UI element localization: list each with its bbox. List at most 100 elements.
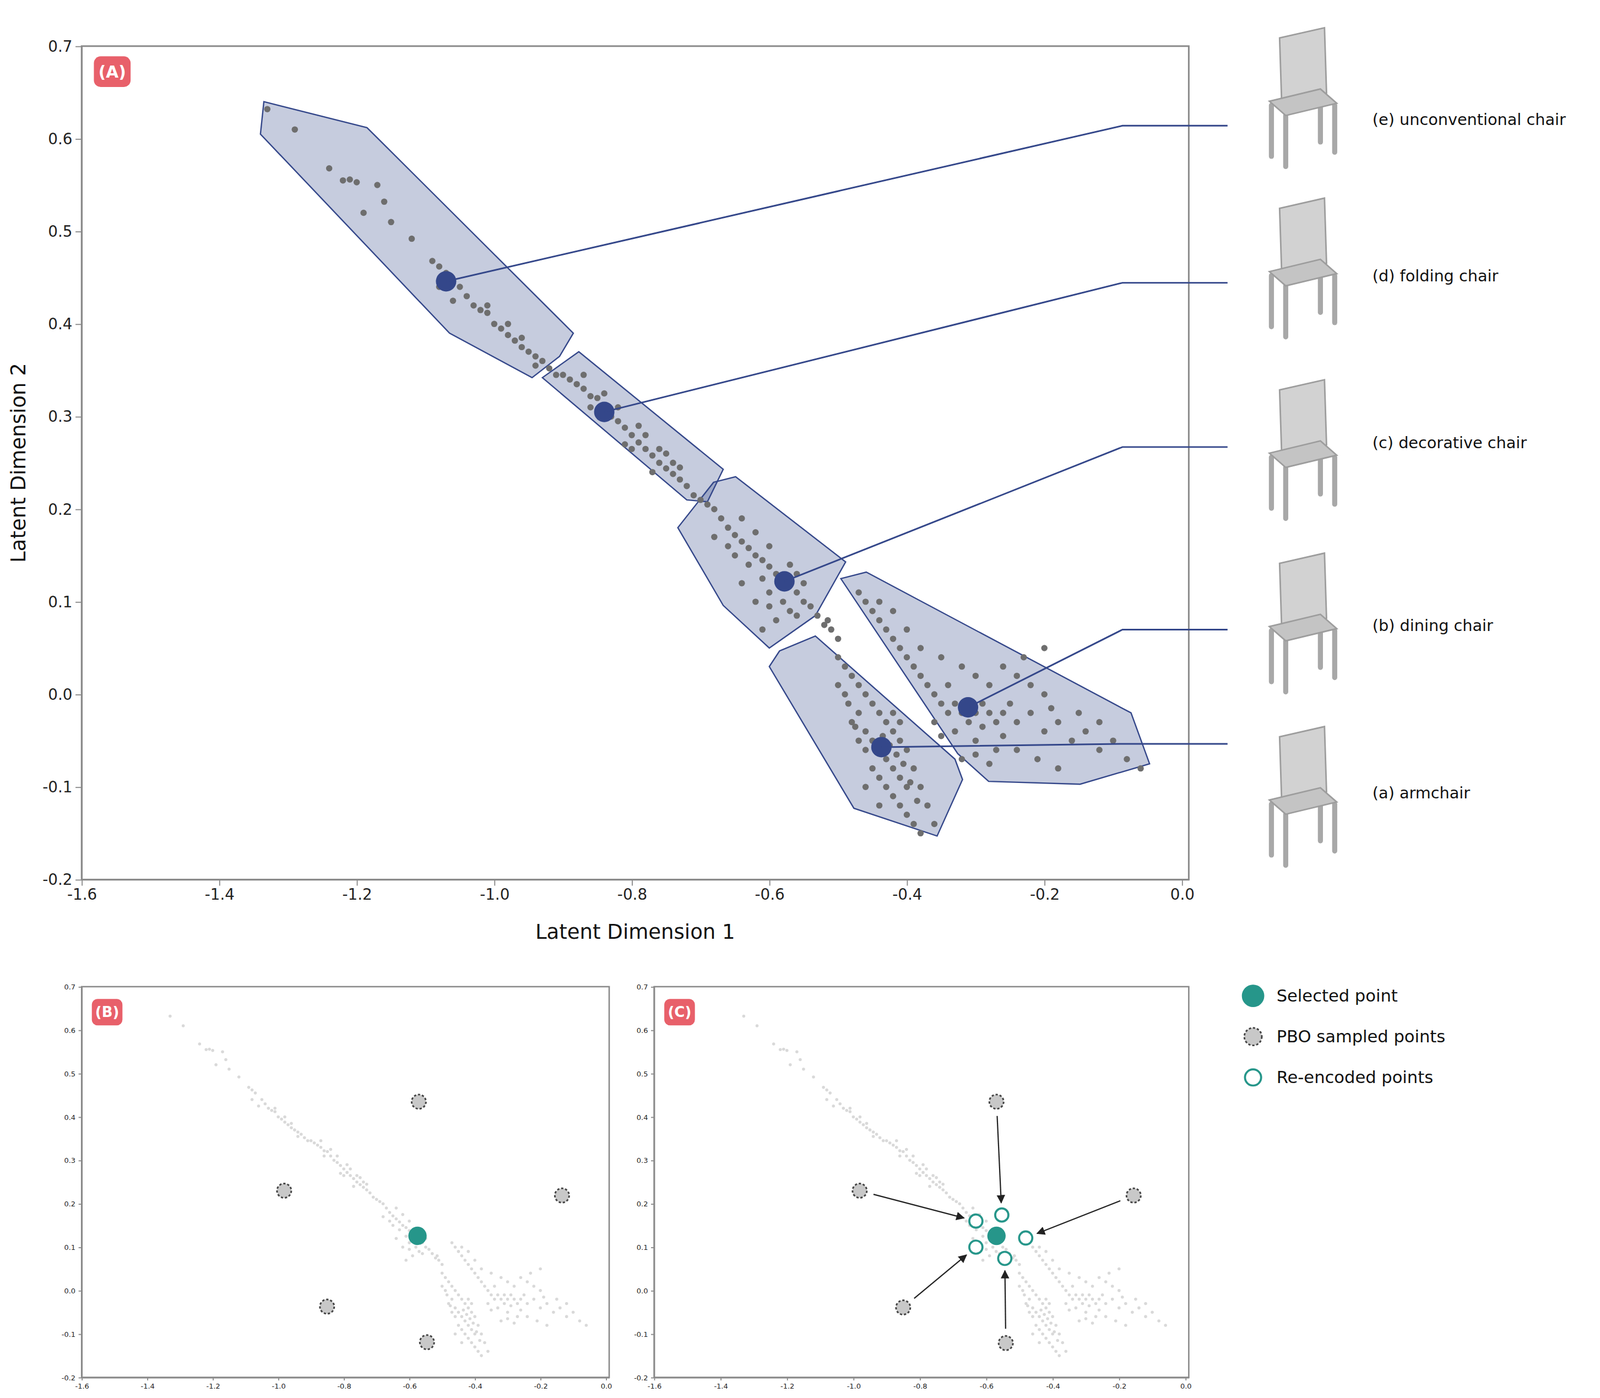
background-point (351, 1177, 356, 1181)
tick-label: 0.0 (63, 1287, 76, 1296)
latent-point (1000, 663, 1007, 670)
latent-point (931, 719, 938, 726)
tick-label: 0.1 (63, 1243, 76, 1252)
background-point (1037, 1315, 1041, 1319)
background-point (519, 1309, 523, 1313)
background-point (895, 1146, 899, 1150)
latent-point (841, 691, 848, 698)
latent-point (525, 348, 532, 355)
background-point (1060, 1284, 1065, 1289)
latent-point (882, 626, 889, 633)
latent-point (869, 765, 876, 772)
latent-point (738, 538, 745, 545)
latent-point (855, 709, 862, 717)
background-point (435, 1254, 439, 1258)
latent-point (552, 371, 560, 378)
background-point (828, 1091, 832, 1095)
latent-point (511, 337, 518, 344)
x-axis: -1.6-1.4-1.2-1.0-0.8-0.6-0.4-0.20.0 (647, 1378, 1192, 1391)
background-point (440, 1272, 444, 1276)
background-point (1017, 1284, 1022, 1289)
x-axis: -1.6-1.4-1.2-1.0-0.8-0.6-0.4-0.20.0 (67, 879, 1195, 904)
background-point (460, 1254, 464, 1258)
background-point (407, 1219, 411, 1224)
background-point (420, 1252, 425, 1256)
latent-point (759, 626, 766, 633)
background-point (904, 1148, 909, 1152)
background-point (358, 1176, 362, 1180)
background-point (469, 1341, 474, 1345)
panel: -1.6-1.4-1.2-1.0-0.8-0.6-0.4-0.20.0-0.2-… (633, 983, 1192, 1391)
background-point (381, 1215, 385, 1219)
arrow (873, 1194, 964, 1219)
background-point (895, 1139, 899, 1143)
background-point (466, 1306, 470, 1311)
latent-point (824, 617, 831, 624)
background-point (476, 1324, 480, 1328)
latent-point (913, 798, 920, 805)
background-point (378, 1200, 382, 1204)
background-point (1117, 1306, 1121, 1311)
latent-point (993, 746, 1000, 753)
plot-frame (654, 986, 1190, 1379)
tick-label: 0.5 (636, 1070, 649, 1079)
panel-tag: (A) (93, 56, 131, 88)
background-point (1027, 1284, 1032, 1289)
tick-mark (75, 46, 82, 48)
tick-label: 0.4 (636, 1113, 649, 1122)
latent-point (917, 644, 924, 652)
chair-leg (1332, 630, 1338, 678)
latent-point (834, 635, 842, 642)
latent-point (360, 209, 367, 216)
y-axis: -0.2-0.10.00.10.20.30.40.50.60.7 (61, 983, 83, 1383)
chair-icon (1269, 380, 1337, 519)
latent-point (931, 821, 938, 828)
latent-point (559, 371, 566, 378)
tick-label: -1.0 (847, 1382, 861, 1391)
marker-point (989, 1094, 1004, 1110)
background-point (944, 1191, 948, 1196)
panel-title: (B) (95, 1004, 119, 1021)
background-point (1067, 1272, 1072, 1276)
latent-point (834, 654, 842, 661)
latent-point (882, 719, 889, 726)
latent-point (855, 737, 862, 744)
arrow (1005, 1271, 1006, 1330)
background-point (404, 1226, 408, 1230)
background-point (316, 1143, 320, 1148)
background-point (502, 1293, 507, 1298)
background-point (450, 1241, 454, 1245)
background-point (283, 1120, 287, 1125)
legend-label: Re-encoded points (1276, 1067, 1434, 1088)
marker-point (852, 1184, 867, 1199)
connector (446, 125, 1228, 282)
background-point (519, 1298, 523, 1302)
background-point (541, 1295, 546, 1300)
tick: 0.5 (636, 1070, 655, 1079)
background-point (1031, 1315, 1035, 1319)
latent-point (841, 663, 848, 670)
tick: 0.2 (63, 1200, 82, 1209)
background-point (1117, 1289, 1121, 1293)
tick: 0.0 (1170, 879, 1195, 904)
background-point (293, 1128, 297, 1132)
background-point (489, 1309, 493, 1313)
background-point (921, 1163, 925, 1167)
background-point (538, 1306, 542, 1311)
marker-point (969, 1240, 983, 1255)
tick-mark (75, 138, 82, 140)
background-point (1044, 1337, 1048, 1341)
background-point (466, 1263, 470, 1267)
background-point (1042, 1313, 1046, 1317)
latent-point (882, 783, 889, 790)
background-point (329, 1154, 333, 1159)
background-point (509, 1304, 513, 1309)
chair-leg (1268, 630, 1274, 682)
background-point (1091, 1298, 1095, 1302)
background-point (1027, 1310, 1032, 1315)
chair-seat (1269, 788, 1337, 815)
latent-point (855, 589, 862, 596)
background-point (332, 1159, 336, 1163)
latent-point (1054, 765, 1061, 772)
background-point (1081, 1293, 1085, 1298)
